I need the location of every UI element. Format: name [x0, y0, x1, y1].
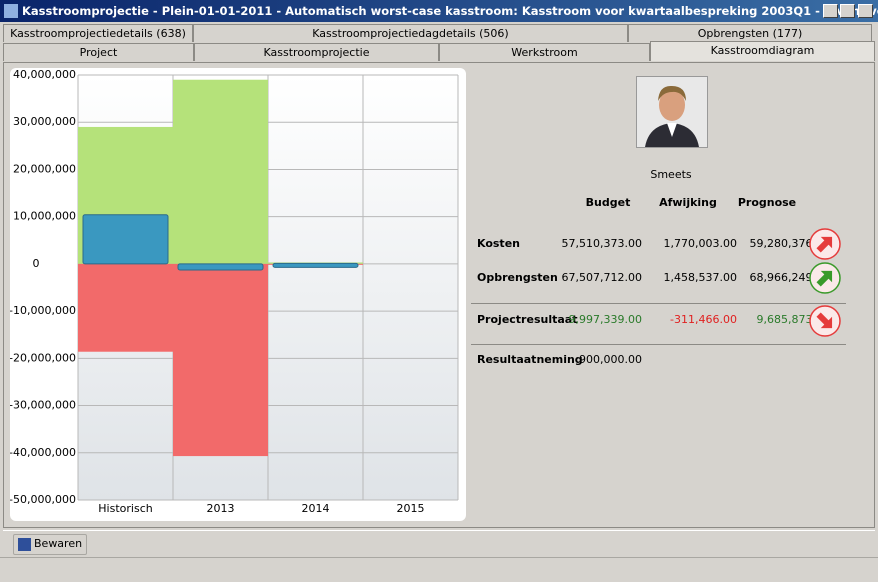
minimize-button[interactable] — [823, 4, 838, 18]
app-icon — [4, 4, 18, 18]
row-value: -311,466.00 — [670, 313, 737, 326]
trend-icon — [809, 305, 841, 337]
row-label: Opbrengsten — [477, 271, 558, 284]
row-value: 1,770,003.00 — [663, 237, 737, 250]
x-tick-label: 2014 — [302, 502, 330, 515]
tab[interactable]: Kasstroomprojectie — [194, 43, 439, 61]
y-tick-label: 0 — [33, 257, 40, 270]
save-button[interactable]: Bewaren — [13, 534, 87, 555]
tab[interactable]: Kasstroomdiagram — [650, 41, 875, 61]
y-tick-label: 10,000,000 — [13, 210, 76, 223]
trend-icon — [809, 262, 841, 294]
row-label: Projectresultaat — [477, 313, 578, 326]
bar — [78, 263, 173, 352]
column-header: Prognose — [737, 196, 797, 209]
profile-photo — [636, 76, 708, 148]
close-button[interactable] — [858, 4, 873, 18]
separator — [471, 344, 846, 345]
y-tick-label: -20,000,000 — [10, 351, 76, 364]
save-label: Bewaren — [34, 537, 83, 550]
column-header: Budget — [585, 196, 631, 209]
save-icon — [18, 538, 31, 551]
toolbar: Bewaren — [3, 530, 875, 556]
maximize-button[interactable] — [840, 4, 855, 18]
column-header: Afwijking — [659, 196, 717, 209]
photo-image — [637, 77, 707, 147]
status-bar — [0, 557, 878, 582]
bar — [177, 263, 264, 271]
y-tick-label: 20,000,000 — [13, 162, 76, 175]
window-title: Kasstroomprojectie - Plein-01-01-2011 - … — [22, 4, 878, 18]
bar — [82, 214, 169, 265]
chart-panel: -50,000,000 -40,000,000 -30,000,000 -20,000… — [9, 68, 466, 521]
row-label: Kosten — [477, 237, 520, 250]
title-bar: Kasstroomprojectie - Plein-01-01-2011 - … — [0, 0, 878, 22]
y-tick-label: -10,000,000 — [10, 304, 76, 317]
bar — [173, 263, 268, 457]
bar — [272, 262, 359, 268]
y-tick-label: 40,000,000 — [13, 68, 76, 81]
y-tick-label: -50,000,000 — [10, 493, 76, 506]
y-tick-label: 30,000,000 — [13, 115, 76, 128]
y-tick-label: -40,000,000 — [10, 446, 76, 459]
row-value: 900,000.00 — [579, 353, 642, 366]
tab[interactable]: Werkstroom — [439, 43, 650, 61]
tab[interactable]: Project — [3, 43, 194, 61]
x-tick-label: Historisch — [98, 502, 152, 515]
y-tick-label: -30,000,000 — [10, 399, 76, 412]
bar — [173, 79, 268, 264]
tab[interactable]: Kasstroomprojectiedagdetails (506) — [193, 24, 628, 42]
person-name: Smeets — [650, 168, 692, 181]
x-tick-label: 2015 — [397, 502, 425, 515]
tab[interactable]: Opbrengsten (177) — [628, 24, 872, 42]
row-value: 1,458,537.00 — [663, 271, 737, 284]
chart: -50,000,000 -40,000,000 -30,000,000 -20,000… — [9, 68, 459, 515]
row-value: 57,510,373.00 — [561, 237, 642, 250]
row-value: 9,997,339.00 — [568, 313, 642, 326]
trend-icon — [809, 228, 841, 260]
separator — [471, 303, 846, 304]
row-value: 67,507,712.00 — [561, 271, 642, 284]
tab[interactable]: Kasstroomprojectiedetails (638) — [3, 24, 193, 42]
row-label: Resultaatneming — [477, 353, 583, 366]
x-tick-label: 2013 — [207, 502, 235, 515]
